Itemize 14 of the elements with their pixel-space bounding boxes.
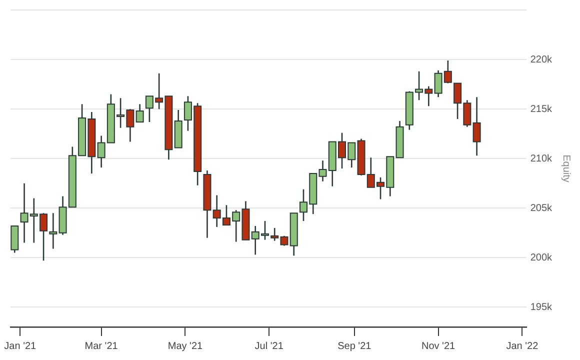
y-tick-label: 195k: [530, 302, 553, 313]
y-axis-title: Equity: [560, 154, 572, 182]
x-tick-label: May '21: [168, 340, 203, 352]
x-tick-label: Jan '22: [506, 340, 539, 352]
y-tick-label: 205k: [530, 202, 553, 214]
x-tick-label: Mar '21: [84, 340, 118, 352]
x-tick-label: Jul '21: [254, 340, 284, 352]
x-tick-label: Jan '21: [4, 340, 37, 352]
y-tick-label: 200k: [530, 252, 553, 264]
x-tick-label: Sep '21: [338, 340, 372, 352]
y-tick-label: 220k: [530, 54, 553, 66]
x-tick-label: Nov '21: [421, 340, 456, 352]
y-tick-label: 215k: [530, 104, 553, 115]
y-tick-label: 210k: [530, 153, 553, 164]
